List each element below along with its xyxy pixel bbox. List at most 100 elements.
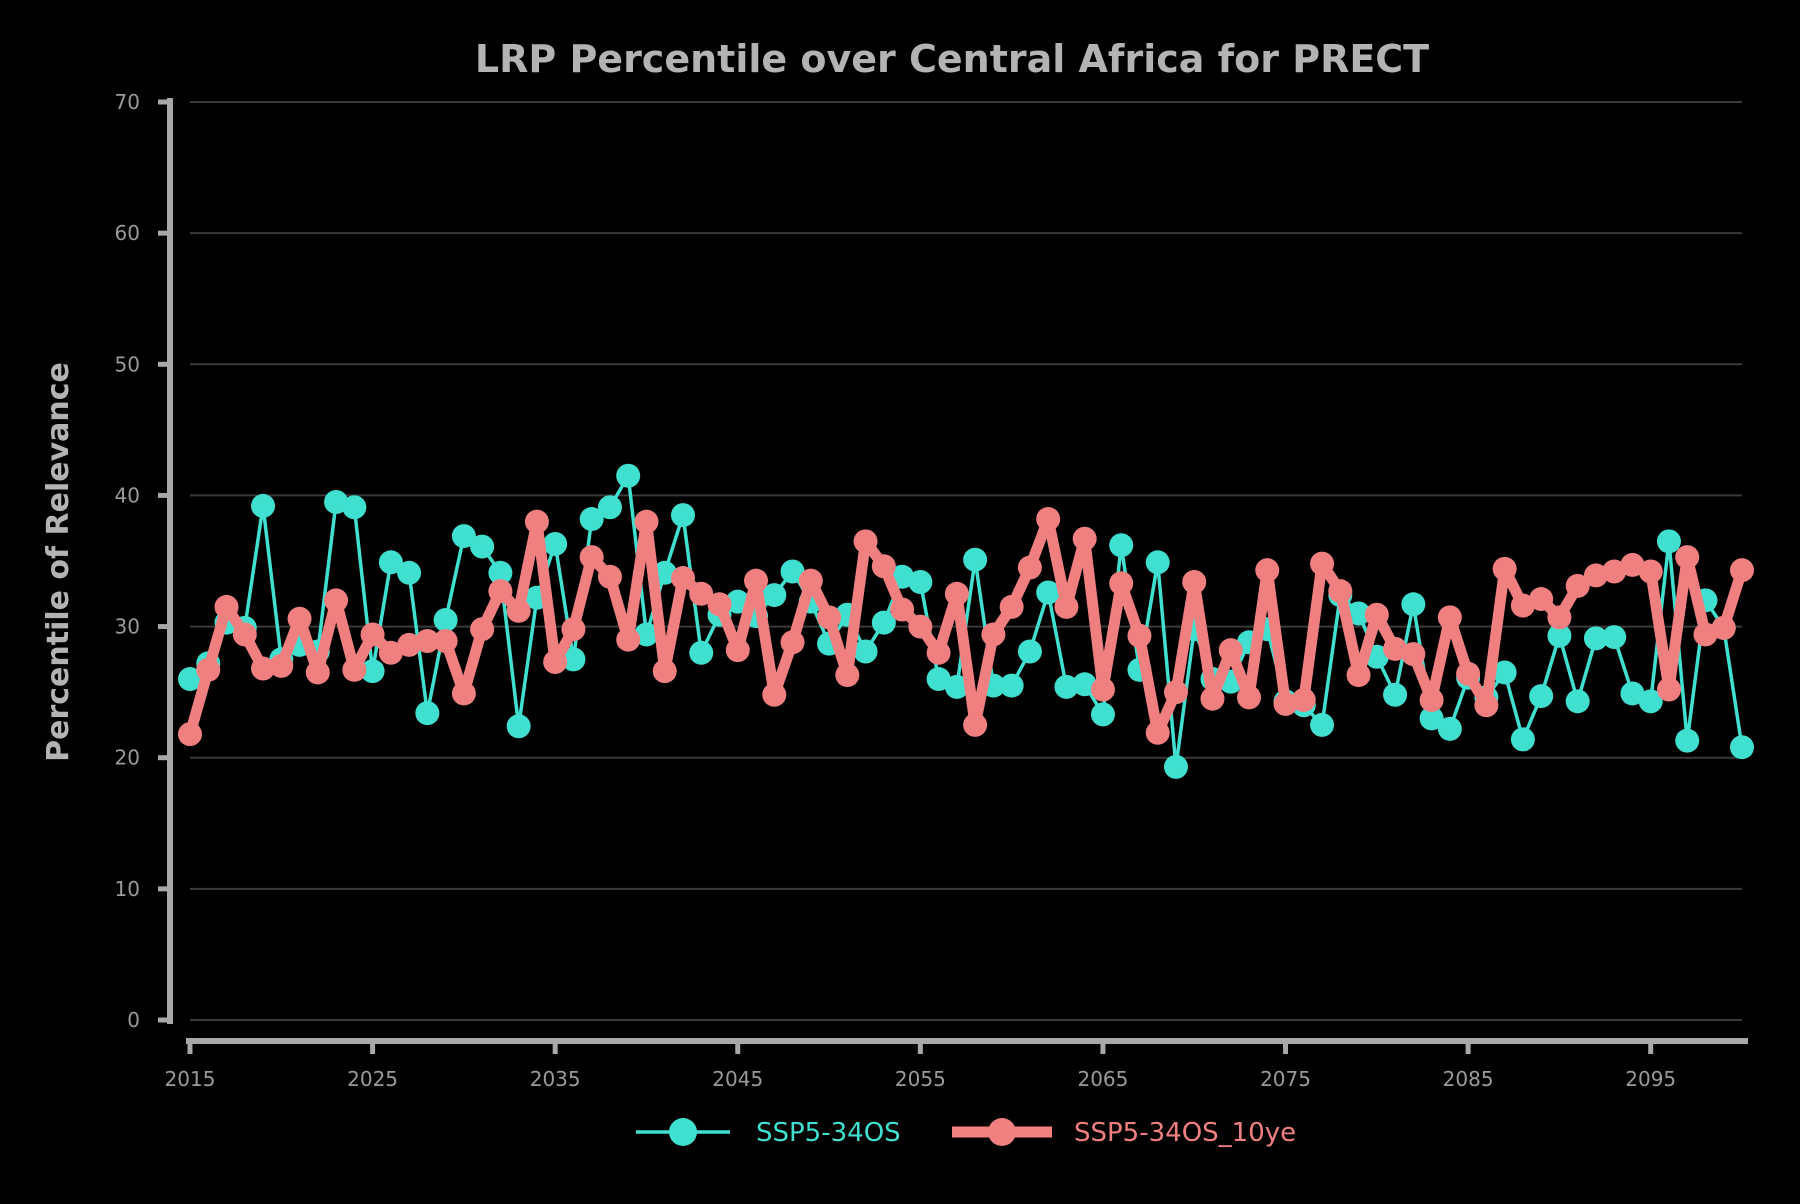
data-point xyxy=(543,649,568,674)
legend-item: SSP5-34OS xyxy=(636,1118,901,1148)
data-point xyxy=(378,550,403,575)
data-point xyxy=(908,614,933,639)
data-point xyxy=(1036,580,1061,605)
data-point xyxy=(1237,685,1262,710)
data-point xyxy=(488,560,513,585)
data-point xyxy=(451,524,476,549)
data-point xyxy=(999,673,1024,698)
data-point xyxy=(506,598,531,623)
data-point xyxy=(1693,622,1718,647)
data-point xyxy=(853,639,878,664)
data-point xyxy=(1127,623,1152,648)
legend-label: SSP5-34OS_10ye xyxy=(1074,1118,1296,1148)
data-point xyxy=(890,597,915,622)
data-point xyxy=(981,622,1006,647)
data-point xyxy=(762,583,787,608)
data-point xyxy=(670,503,695,528)
data-point xyxy=(488,579,513,604)
data-point xyxy=(689,640,714,665)
data-point xyxy=(1328,579,1353,604)
data-point xyxy=(543,531,568,556)
data-point xyxy=(926,667,951,692)
data-point xyxy=(944,674,969,699)
data-point xyxy=(963,712,988,737)
data-point xyxy=(1109,571,1134,596)
data-point xyxy=(1036,507,1061,532)
data-point xyxy=(670,566,695,591)
x-tick-label: 2075 xyxy=(1260,1067,1311,1091)
data-point xyxy=(1730,558,1754,583)
data-point xyxy=(871,554,896,579)
data-point xyxy=(433,628,458,653)
data-point xyxy=(1017,555,1042,580)
data-point xyxy=(561,617,586,642)
x-tick-label: 2045 xyxy=(712,1067,763,1091)
data-point xyxy=(1419,688,1444,713)
data-point xyxy=(1072,672,1097,697)
data-point xyxy=(1182,569,1207,594)
data-point xyxy=(1419,706,1444,731)
data-point xyxy=(1054,674,1079,699)
data-point xyxy=(1583,563,1608,588)
x-tick-label: 2015 xyxy=(165,1067,216,1091)
data-point xyxy=(269,653,294,678)
y-tick-label: 40 xyxy=(115,483,140,507)
data-point xyxy=(1602,559,1627,584)
data-point xyxy=(579,507,604,532)
data-point xyxy=(1620,552,1645,577)
legend-swatch-marker xyxy=(669,1118,697,1146)
data-point xyxy=(1218,638,1243,663)
data-point xyxy=(1730,735,1754,760)
data-point xyxy=(1054,594,1079,619)
legend: SSP5-34OS SSP5-34OS_10ye xyxy=(636,1118,1296,1148)
x-tick-label: 2095 xyxy=(1625,1067,1676,1091)
axes xyxy=(167,98,1748,1044)
data-point xyxy=(999,594,1024,619)
data-point xyxy=(1675,545,1700,570)
data-point xyxy=(1163,680,1188,705)
data-point xyxy=(1675,728,1700,753)
data-point xyxy=(1310,712,1335,737)
chart-title: LRP Percentile over Central Africa for P… xyxy=(475,37,1429,81)
data-point xyxy=(251,656,276,681)
data-point xyxy=(342,657,367,682)
data-point xyxy=(1437,605,1462,630)
data-point xyxy=(378,640,403,665)
data-point xyxy=(342,495,367,520)
data-point xyxy=(470,617,495,642)
x-tick-label: 2055 xyxy=(895,1067,946,1091)
data-point xyxy=(324,489,349,514)
data-point xyxy=(1383,682,1408,707)
data-point xyxy=(926,640,951,665)
data-point xyxy=(1620,681,1645,706)
data-point xyxy=(1529,684,1554,709)
data-point xyxy=(963,547,988,572)
data-point xyxy=(1346,663,1371,688)
data-point xyxy=(1090,677,1115,702)
data-point xyxy=(1510,593,1535,618)
data-point xyxy=(178,667,202,692)
data-point xyxy=(1273,691,1298,716)
y-tick-label: 70 xyxy=(115,90,140,114)
data-point xyxy=(1711,615,1736,640)
data-point xyxy=(1474,693,1499,718)
data-point xyxy=(597,564,622,589)
data-point xyxy=(232,622,257,647)
data-point xyxy=(178,722,202,747)
data-point xyxy=(1109,533,1134,558)
data-point xyxy=(1145,720,1170,745)
data-point xyxy=(1547,605,1572,630)
data-point xyxy=(652,659,677,684)
data-point xyxy=(214,594,239,619)
data-point xyxy=(561,647,586,672)
series-2 xyxy=(178,507,1754,747)
data-point xyxy=(616,627,641,652)
data-point xyxy=(470,534,495,559)
plot-series xyxy=(178,463,1754,779)
data-point xyxy=(798,568,823,593)
data-point xyxy=(1456,661,1481,686)
data-point xyxy=(597,495,622,520)
data-point xyxy=(1510,727,1535,752)
data-point xyxy=(1072,526,1097,551)
data-point xyxy=(725,638,750,663)
